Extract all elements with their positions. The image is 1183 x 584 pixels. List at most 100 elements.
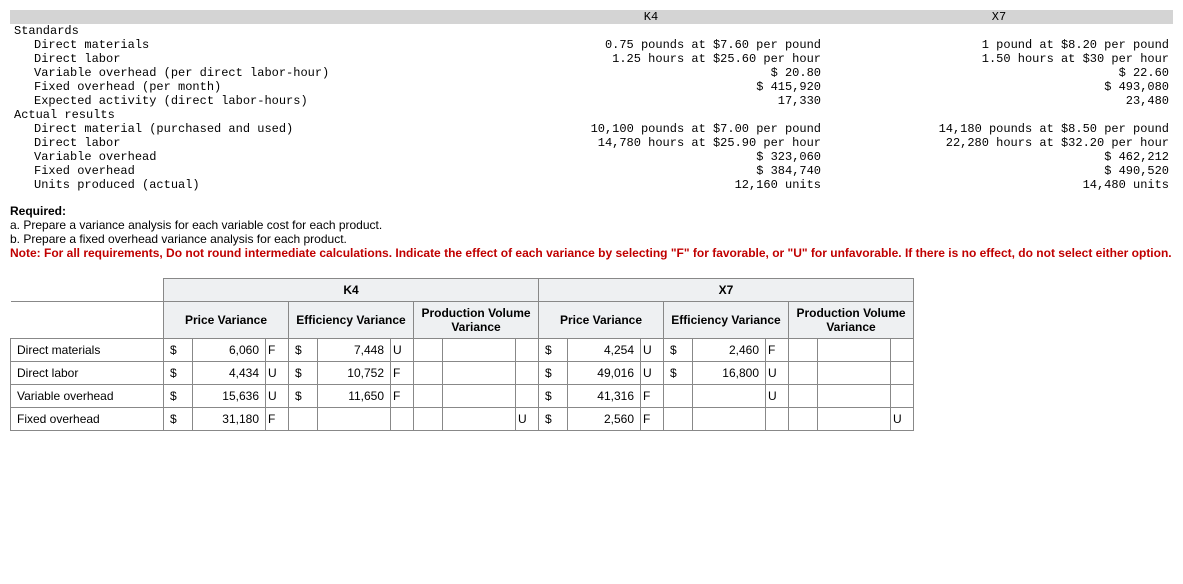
table-cell: 1.50 hours at $30 per hour bbox=[825, 52, 1173, 66]
variance-row-label: Direct labor bbox=[11, 362, 164, 385]
variance-amount bbox=[818, 385, 891, 408]
table-row-label: Direct material (purchased and used) bbox=[10, 122, 477, 136]
variance-amount: 16,800 bbox=[693, 362, 766, 385]
fu-input[interactable] bbox=[891, 410, 913, 428]
table-cell bbox=[825, 108, 1173, 122]
variance-amount: 4,254 bbox=[568, 339, 641, 362]
table-cell: 22,280 hours at $32.20 per hour bbox=[825, 136, 1173, 150]
table-cell: $ 415,920 bbox=[477, 80, 825, 94]
currency-symbol: $ bbox=[164, 339, 193, 362]
variance-amount: 41,316 bbox=[568, 385, 641, 408]
col-vol-k4: Production Volume Variance bbox=[414, 302, 539, 339]
required-note: Note: For all requirements, Do not round… bbox=[10, 246, 1173, 260]
fu-input[interactable] bbox=[891, 364, 913, 382]
variance-amount bbox=[318, 408, 391, 431]
currency-symbol bbox=[789, 385, 818, 408]
currency-symbol: $ bbox=[164, 408, 193, 431]
fu-input[interactable] bbox=[266, 364, 288, 382]
fu-input[interactable] bbox=[766, 341, 788, 359]
variance-amount bbox=[818, 362, 891, 385]
variance-amount bbox=[693, 385, 766, 408]
fu-input[interactable] bbox=[516, 364, 538, 382]
table-cell: 0.75 pounds at $7.60 per pound bbox=[477, 38, 825, 52]
variance-amount: 2,460 bbox=[693, 339, 766, 362]
currency-symbol: $ bbox=[164, 362, 193, 385]
currency-symbol: $ bbox=[539, 408, 568, 431]
currency-symbol bbox=[414, 408, 443, 431]
currency-symbol bbox=[789, 339, 818, 362]
fu-input[interactable] bbox=[891, 341, 913, 359]
fu-input[interactable] bbox=[641, 341, 663, 359]
variance-row-label: Fixed overhead bbox=[11, 408, 164, 431]
currency-symbol bbox=[414, 362, 443, 385]
standards-actuals-table: K4 X7 StandardsDirect materials0.75 poun… bbox=[10, 10, 1173, 192]
table-cell bbox=[477, 24, 825, 38]
currency-symbol: $ bbox=[164, 385, 193, 408]
variance-amount: 10,752 bbox=[318, 362, 391, 385]
fu-input[interactable] bbox=[391, 364, 413, 382]
fu-input[interactable] bbox=[266, 410, 288, 428]
variance-amount: 49,016 bbox=[568, 362, 641, 385]
table-row-label: Standards bbox=[10, 24, 477, 38]
col-header-x7: X7 bbox=[825, 10, 1173, 24]
table-row-label: Direct labor bbox=[10, 136, 477, 150]
required-heading: Required: bbox=[10, 204, 1173, 218]
currency-symbol: $ bbox=[539, 362, 568, 385]
table-cell: $ 490,520 bbox=[825, 164, 1173, 178]
col-eff-x7: Efficiency Variance bbox=[664, 302, 789, 339]
col-eff-k4: Efficiency Variance bbox=[289, 302, 414, 339]
table-cell: 23,480 bbox=[825, 94, 1173, 108]
fu-input[interactable] bbox=[516, 387, 538, 405]
fu-input[interactable] bbox=[266, 341, 288, 359]
table-row-label: Actual results bbox=[10, 108, 477, 122]
fu-input[interactable] bbox=[766, 387, 788, 405]
col-vol-x7: Production Volume Variance bbox=[789, 302, 914, 339]
table-row-label: Variable overhead (per direct labor-hour… bbox=[10, 66, 477, 80]
fu-input[interactable] bbox=[641, 387, 663, 405]
table-cell: $ 20.80 bbox=[477, 66, 825, 80]
variance-amount bbox=[443, 339, 516, 362]
fu-input[interactable] bbox=[391, 410, 413, 428]
variance-amount bbox=[693, 408, 766, 431]
currency-symbol bbox=[789, 408, 818, 431]
fu-input[interactable] bbox=[516, 410, 538, 428]
table-row-label: Direct materials bbox=[10, 38, 477, 52]
variance-amount bbox=[818, 339, 891, 362]
table-cell: $ 22.60 bbox=[825, 66, 1173, 80]
variance-amount: 31,180 bbox=[193, 408, 266, 431]
fu-input[interactable] bbox=[641, 410, 663, 428]
variance-table: K4 X7 Price Variance Efficiency Variance… bbox=[10, 278, 914, 431]
currency-symbol: $ bbox=[289, 339, 318, 362]
table-cell: 12,160 units bbox=[477, 178, 825, 192]
fu-input[interactable] bbox=[891, 387, 913, 405]
variance-amount: 11,650 bbox=[318, 385, 391, 408]
table-row-label: Units produced (actual) bbox=[10, 178, 477, 192]
table-cell: 14,780 hours at $25.90 per hour bbox=[477, 136, 825, 150]
col-header-k4: K4 bbox=[477, 10, 825, 24]
fu-input[interactable] bbox=[516, 341, 538, 359]
table-row-label: Expected activity (direct labor-hours) bbox=[10, 94, 477, 108]
fu-input[interactable] bbox=[766, 410, 788, 428]
table-cell: 1 pound at $8.20 per pound bbox=[825, 38, 1173, 52]
col-price-k4: Price Variance bbox=[164, 302, 289, 339]
variance-amount: 7,448 bbox=[318, 339, 391, 362]
fu-input[interactable] bbox=[391, 387, 413, 405]
table-row-label: Variable overhead bbox=[10, 150, 477, 164]
table-cell: 14,480 units bbox=[825, 178, 1173, 192]
col-price-x7: Price Variance bbox=[539, 302, 664, 339]
fu-input[interactable] bbox=[391, 341, 413, 359]
variance-amount bbox=[818, 408, 891, 431]
required-section: Required: a. Prepare a variance analysis… bbox=[10, 204, 1173, 260]
fu-input[interactable] bbox=[641, 364, 663, 382]
currency-symbol: $ bbox=[539, 385, 568, 408]
table-cell: 17,330 bbox=[477, 94, 825, 108]
fu-input[interactable] bbox=[266, 387, 288, 405]
table-row-label: Fixed overhead (per month) bbox=[10, 80, 477, 94]
variance-amount bbox=[443, 362, 516, 385]
fu-input[interactable] bbox=[766, 364, 788, 382]
table-cell: 1.25 hours at $25.60 per hour bbox=[477, 52, 825, 66]
variance-amount: 6,060 bbox=[193, 339, 266, 362]
required-b: b. Prepare a fixed overhead variance ana… bbox=[10, 232, 1173, 246]
table-cell bbox=[477, 108, 825, 122]
required-a: a. Prepare a variance analysis for each … bbox=[10, 218, 1173, 232]
